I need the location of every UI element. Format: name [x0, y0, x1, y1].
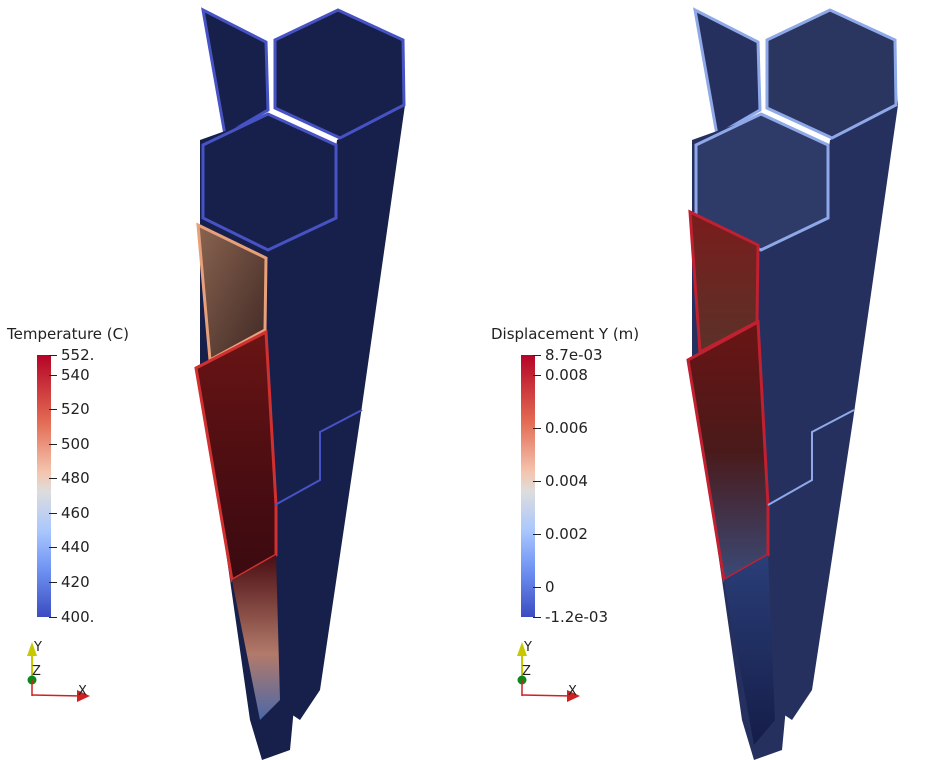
edge-line	[274, 409, 363, 506]
hot-panel	[686, 319, 770, 583]
colorbar-tick	[49, 478, 57, 479]
axes-triad-icon	[27, 642, 90, 702]
colorbar-tick	[49, 409, 57, 410]
right-render-view[interactable]: Displacement Y (m) 8.7e-03 0.008 0.006 0.00…	[470, 0, 940, 760]
colorbar-tick	[533, 428, 541, 429]
colorbar-tick-label: 440	[61, 538, 90, 556]
colorbar-tick-label: 460	[61, 504, 90, 522]
colorbar-tick	[49, 355, 57, 356]
temperature-colorbar	[37, 355, 51, 617]
hot-tip	[232, 555, 280, 720]
edge-line	[767, 409, 855, 506]
back-plate	[201, 7, 270, 138]
hexagon-front	[201, 112, 338, 252]
hexagon-top-right	[273, 8, 406, 140]
hot-panel	[194, 329, 278, 583]
colorbar-tick	[49, 582, 57, 583]
legend-title: Displacement Y (m)	[491, 325, 640, 343]
tip-panel	[724, 555, 775, 745]
back-plate	[693, 7, 762, 138]
axis-label-y: Y	[34, 640, 42, 655]
colorbar-tick-label: 480	[61, 469, 90, 487]
colorbar-tick-label: 0.006	[545, 419, 588, 437]
left-render-view[interactable]: Temperature (C) 552. 540 520 500 480 460 440 42…	[0, 0, 470, 760]
warm-panel	[196, 222, 268, 363]
colorbar-tick	[533, 355, 541, 356]
hexagon-top-right	[765, 8, 898, 140]
axis-label-y: Y	[524, 640, 532, 655]
colorbar-tick	[49, 375, 57, 376]
axis-label-x: X	[568, 684, 577, 699]
colorbar-tick-label: -1.2e-03	[545, 608, 608, 626]
colorbar-tick-label: 540	[61, 366, 90, 384]
temperature-model[interactable]	[0, 0, 470, 760]
colorbar-tick	[533, 481, 541, 482]
colorbar-tick-label: 0.008	[545, 366, 588, 384]
colorbar-tick	[533, 617, 541, 618]
axis-label-z: Z	[32, 664, 41, 679]
colorbar-tick-label: 420	[61, 573, 90, 591]
colorbar-tick	[533, 534, 541, 535]
colorbar-tick-label: 500	[61, 435, 90, 453]
colorbar-tick	[49, 444, 57, 445]
colorbar-tick	[49, 547, 57, 548]
colorbar-tick-label: 8.7e-03	[545, 346, 603, 364]
colorbar-tick-label: 0.004	[545, 472, 588, 490]
colorbar-tick-label: 0.002	[545, 525, 588, 543]
legend-title: Temperature (C)	[7, 325, 129, 343]
colorbar-tick	[533, 587, 541, 588]
colorbar-tick-label: 0	[545, 578, 555, 596]
colorbar-tick-label: 552.	[61, 346, 95, 364]
axis-label-z: Z	[522, 664, 531, 679]
axes-triad-icon	[517, 642, 580, 702]
colorbar-tick	[533, 375, 541, 376]
displacement-colorbar	[521, 355, 535, 617]
colorbar-tick	[49, 617, 57, 618]
displacement-model[interactable]	[470, 0, 940, 760]
axis-label-x: X	[78, 684, 87, 699]
colorbar-tick-label: 520	[61, 400, 90, 418]
colorbar-tick	[49, 513, 57, 514]
colorbar-tick-label: 400.	[61, 608, 95, 626]
